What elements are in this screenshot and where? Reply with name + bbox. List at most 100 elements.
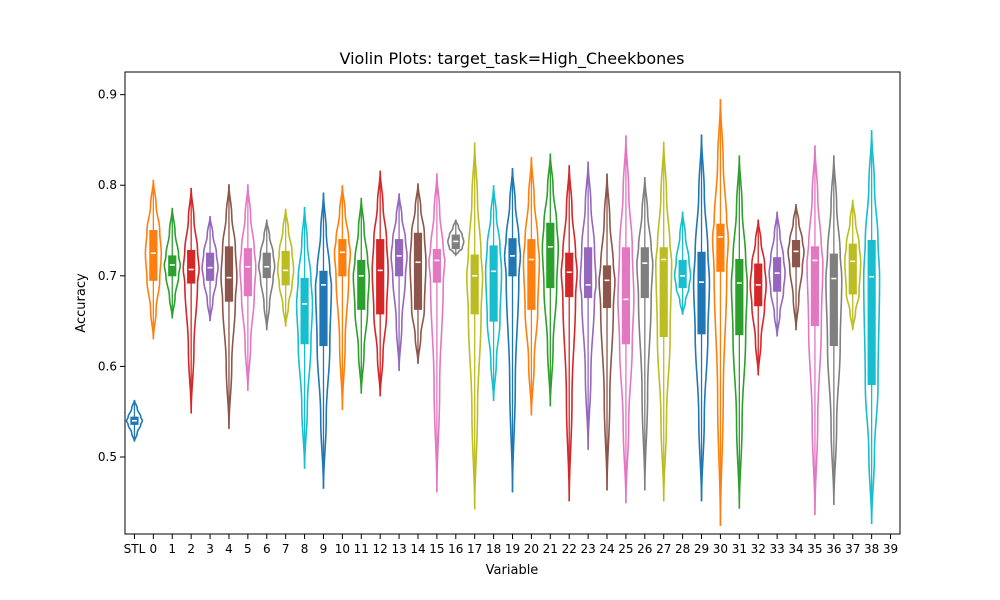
violin-group-5 — [239, 184, 257, 391]
violin-group-27 — [654, 141, 673, 502]
y-tick-label: 0.9 — [98, 88, 117, 102]
violin-iqr-box — [508, 238, 517, 277]
violin-iqr-box — [205, 252, 215, 281]
violin-group-14 — [409, 183, 427, 364]
x-tick-label: 19 — [505, 542, 520, 556]
x-tick-label: 38 — [864, 542, 879, 556]
x-tick-label: 30 — [713, 542, 728, 556]
violin-iqr-box — [376, 239, 385, 315]
x-tick-label: 14 — [410, 542, 425, 556]
y-tick-label: 0.6 — [98, 359, 117, 373]
x-tick-label: 28 — [675, 542, 690, 556]
violin-iqr-box — [187, 249, 196, 284]
x-tick-label: 9 — [320, 542, 328, 556]
violin-group-2 — [182, 187, 200, 414]
violin-iqr-box — [621, 247, 631, 345]
violin-iqr-box — [659, 247, 668, 338]
x-tick-label: 2 — [187, 542, 195, 556]
violin-outline — [654, 141, 673, 502]
violin-iqr-box — [168, 255, 177, 277]
violin-iqr-box — [565, 252, 574, 298]
violin-iqr-box — [602, 265, 612, 309]
violin-iqr-box — [300, 278, 309, 345]
violin-iqr-box — [224, 246, 234, 302]
x-tick-label: 3 — [206, 542, 214, 556]
violin-iqr-box — [149, 230, 158, 281]
violin-group-STL — [125, 399, 144, 442]
violin-iqr-box — [413, 232, 423, 310]
x-tick-label: 10 — [335, 542, 350, 556]
violin-group-23 — [579, 161, 597, 450]
violin-outline — [182, 187, 200, 414]
violin-iqr-box — [791, 239, 801, 268]
y-tick-label: 0.5 — [98, 450, 117, 464]
x-tick-label: 26 — [637, 542, 652, 556]
x-axis-label: Variable — [486, 563, 539, 578]
violin-group-17 — [466, 142, 484, 510]
y-axis: 0.5 0.6 0.7 0.8 0.9 — [98, 88, 125, 464]
violin-outline — [636, 177, 654, 491]
violin-iqr-box — [867, 239, 876, 386]
violin-outline — [730, 155, 749, 509]
violin-group-0 — [144, 179, 163, 340]
violin-iqr-box — [319, 270, 328, 347]
x-axis: STL 0 1 2 3 4 5 6 7 8 9 10 11 12 13 14 15 16 17 18 19 20 21 22 2… — [124, 534, 898, 556]
x-tick-label: 31 — [732, 542, 747, 556]
y-tick-label: 0.8 — [98, 178, 117, 192]
violin-iqr-box — [262, 252, 271, 279]
violin-outline — [617, 135, 635, 504]
violin-outline — [163, 207, 181, 319]
violin-group-10 — [333, 185, 352, 410]
x-tick-label: 33 — [769, 542, 784, 556]
violin-iqr-box — [716, 223, 725, 272]
x-tick-label: 12 — [373, 542, 388, 556]
violin-group-36 — [825, 155, 843, 506]
x-tick-label: 15 — [429, 542, 444, 556]
x-tick-label: 0 — [150, 542, 158, 556]
violin-outline — [503, 167, 522, 493]
violin-group-19 — [503, 167, 522, 493]
violin-iqr-box — [735, 259, 744, 336]
violin-outline — [579, 161, 597, 450]
x-tick-label: 39 — [883, 542, 898, 556]
violin-group-30 — [711, 99, 730, 526]
x-tick-label: 25 — [618, 542, 633, 556]
violin-iqr-box — [546, 222, 555, 289]
violin-iqr-box — [432, 249, 441, 283]
x-tick-label: 22 — [562, 542, 577, 556]
violin-group-31 — [730, 155, 749, 509]
violin-group-18 — [484, 185, 503, 401]
y-tick-label: 0.7 — [98, 269, 117, 283]
violin-group-7 — [276, 208, 295, 327]
x-tick-label: 21 — [543, 542, 558, 556]
violin-group-6 — [258, 219, 276, 331]
violin-group-15 — [428, 173, 446, 493]
violin-group-13 — [390, 193, 408, 371]
chart-title: Violin Plots: target_task=High_Cheekbone… — [340, 49, 685, 69]
violin-outline — [825, 155, 843, 506]
x-tick-label: 29 — [694, 542, 709, 556]
x-tick-label: 27 — [656, 542, 671, 556]
x-tick-label: 35 — [807, 542, 822, 556]
violin-iqr-box — [243, 248, 252, 297]
violin-group-4 — [220, 184, 238, 429]
violin-iqr-box — [584, 247, 593, 299]
violin-iqr-box — [678, 259, 687, 289]
violin-group-26 — [636, 177, 654, 491]
violin-iqr-box — [357, 259, 366, 310]
violin-group-37 — [844, 199, 862, 331]
violin-iqr-box — [338, 239, 347, 277]
violin-group-11 — [352, 197, 371, 394]
violin-group-28 — [673, 211, 692, 315]
x-tick-label: 8 — [301, 542, 309, 556]
violin-group-12 — [371, 170, 389, 397]
x-tick-label: 34 — [788, 542, 803, 556]
x-tick-label: 32 — [751, 542, 766, 556]
violin-group-9 — [314, 192, 333, 489]
violin-outline — [409, 183, 427, 364]
violin-group-21 — [541, 153, 560, 407]
x-tick-label: 6 — [263, 542, 271, 556]
violin-group-8 — [295, 206, 314, 469]
x-tick-label: 18 — [486, 542, 501, 556]
